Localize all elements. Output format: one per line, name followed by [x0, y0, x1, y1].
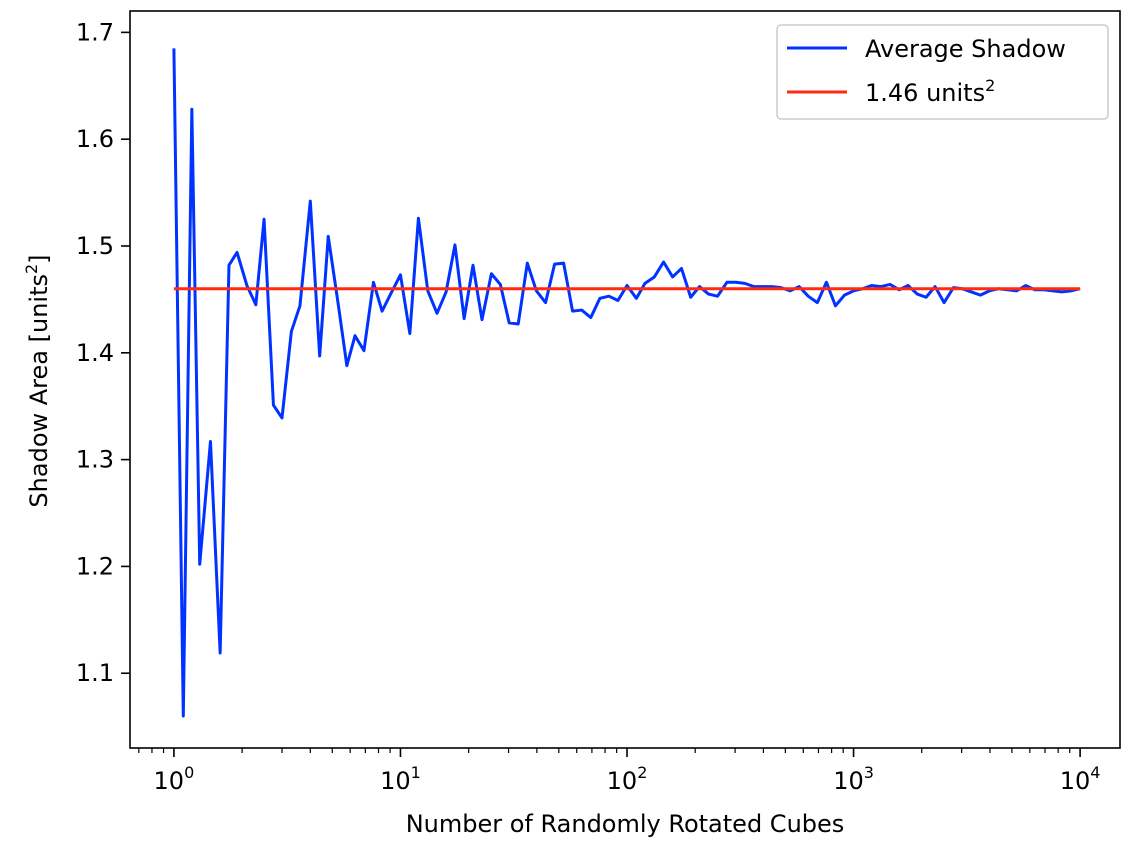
x-tick-label-exp: 3 — [864, 763, 874, 782]
x-tick-label-base: 10 — [833, 767, 864, 795]
x-axis-label: Number of Randomly Rotated Cubes — [406, 810, 845, 838]
y-tick-label: 1.3 — [76, 446, 114, 474]
x-tick-label-base: 10 — [607, 767, 638, 795]
x-tick-label-exp: 1 — [411, 763, 421, 782]
x-tick-label-base: 10 — [1060, 767, 1091, 795]
x-tick-label-exp: 0 — [184, 763, 194, 782]
y-axis-label-sup: 2 — [22, 264, 41, 274]
series-line-average-shadow — [172, 48, 1081, 718]
legend-label-reference-base: 1.46 units — [865, 79, 985, 107]
y-tick-label: 1.6 — [76, 125, 114, 153]
legend-frame — [776, 24, 1109, 120]
x-tick-label-base: 10 — [154, 767, 185, 795]
x-tick-label: 101 — [380, 763, 421, 795]
x-tick-label-exp: 4 — [1090, 763, 1100, 782]
x-tick-label: 103 — [833, 763, 874, 795]
y-tick-label: 1.5 — [76, 232, 114, 260]
plot-frame — [129, 10, 1121, 749]
y-axis-label-tail: ] — [25, 254, 53, 263]
y-tick-label: 1.7 — [76, 18, 114, 46]
legend-label-reference: 1.46 units2 — [865, 76, 995, 107]
y-axis: 1.1 1.2 1.3 1.4 1.5 1.6 1.7 — [76, 18, 130, 687]
y-tick-label: 1.2 — [76, 552, 114, 580]
x-tick-label: 102 — [607, 763, 648, 795]
x-tick-label: 104 — [1060, 763, 1101, 795]
y-axis-label-base: Shadow Area [units — [25, 274, 53, 508]
y-axis-label: Shadow Area [units2] — [22, 254, 53, 507]
x-tick-label: 100 — [154, 763, 195, 795]
plot-background — [130, 11, 1120, 748]
series-layer — [172, 48, 1081, 718]
y-tick-label: 1.1 — [76, 659, 114, 687]
legend: Average Shadow 1.46 units2 — [776, 24, 1109, 120]
x-tick-label-exp: 2 — [637, 763, 647, 782]
x-axis: 100 101 102 103 104 — [138, 748, 1101, 795]
legend-label-average-shadow: Average Shadow — [865, 35, 1066, 63]
x-tick-label-base: 10 — [380, 767, 411, 795]
legend-label-reference-sup: 2 — [985, 76, 995, 95]
y-tick-label: 1.4 — [76, 339, 114, 367]
